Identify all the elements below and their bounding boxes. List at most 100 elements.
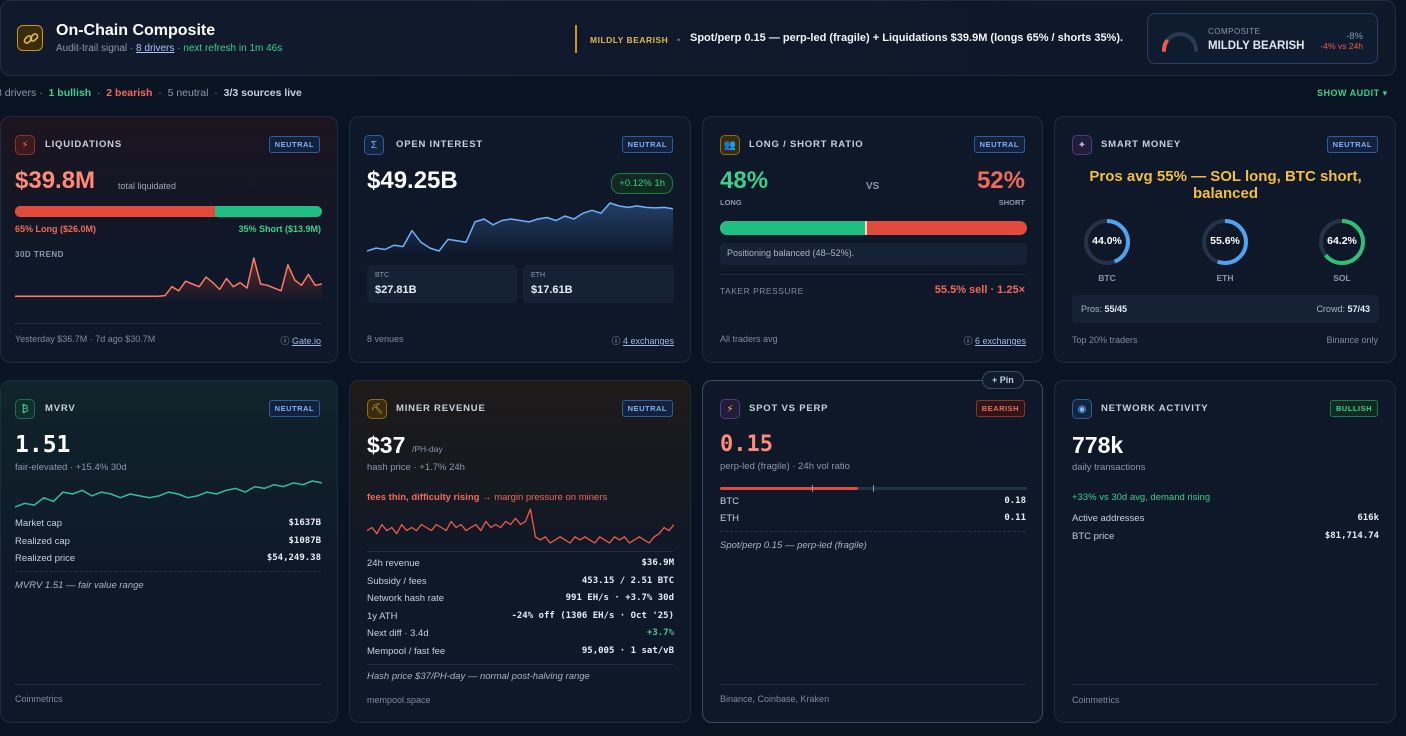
bar-tick [873, 485, 874, 492]
stat-label: Subsidy / fees [367, 575, 427, 587]
stat-row: Mempool / fast fee 95,005 · 1 sat/vB [367, 646, 674, 657]
status-badge: NEUTRAL [268, 400, 320, 417]
composite-gauge [1162, 32, 1198, 52]
miner-warning: fees thin, difficulty rising → margin pr… [367, 492, 608, 503]
stat-value: $36.9M [641, 558, 674, 568]
card-divider [15, 323, 321, 324]
stat-label: Next diff · 3.4d [367, 628, 429, 639]
people-icon: 👥 [720, 135, 740, 155]
composite-score-box[interactable]: COMPOSITE MILDLY BEARISH -8% -4% vs 24h [1147, 13, 1378, 64]
ring-eth: 55.6% ETH [1200, 217, 1250, 289]
stat-value: 616k [1357, 513, 1379, 523]
btc-oi-box: BTC $27.81B [367, 265, 517, 303]
source-link[interactable]: ⓘ Gate.io [280, 336, 321, 346]
short-label: SHORT [998, 198, 1025, 207]
card-source: Binance only [1326, 335, 1378, 345]
stat-value: -24% off (1306 EH/s · Oct '25) [511, 610, 674, 621]
card-footer: mempool.space [367, 695, 431, 705]
stat-label: 24h revenue [367, 558, 420, 569]
mvrv-value: 1.51 [15, 432, 71, 458]
series-line [367, 202, 673, 252]
balance-note: Positioning balanced (48–52%). [727, 248, 855, 258]
pin-button[interactable]: + Pin [982, 371, 1024, 389]
spot-perp-bar [720, 485, 1027, 492]
ring-value: 64.2% [1327, 235, 1357, 247]
spot-perp-value: 0.15 [720, 432, 773, 457]
stat-label: BTC [720, 496, 739, 507]
card-footer: Yesterday $36.7M · 7d ago $30.7M [15, 334, 156, 344]
network-activity-card[interactable]: ◉ NETWORK ACTIVITY BULLISH 778k daily tr… [1054, 380, 1396, 723]
signal-message: Spot/perp 0.15 — perp-led (fragile) + Li… [690, 32, 1124, 44]
long-bar-fill [15, 206, 215, 217]
smart-money-card[interactable]: ✦ SMART MONEY NEUTRAL Pros avg 55% — SOL… [1054, 116, 1396, 363]
card-divider [367, 664, 674, 665]
network-highlight: +33% vs 30d avg, demand rising [1072, 492, 1211, 503]
composite-label: COMPOSITE [1208, 27, 1261, 36]
drivers-count: 8 drivers · [0, 87, 43, 99]
ring-value: 44.0% [1092, 235, 1122, 247]
stat-row: Next diff · 3.4d +3.7% [367, 628, 674, 639]
composite-header: On-Chain Composite Audit-trail signal · … [0, 0, 1396, 76]
hash-price-value: $37 [367, 432, 406, 458]
stat-value: $1637B [288, 518, 321, 528]
ring-gauge [1319, 219, 1365, 265]
card-title: MINER REVENUE [396, 403, 486, 414]
card-divider [720, 684, 1026, 685]
ring-gauge [1084, 219, 1130, 265]
spot-perp-fill [720, 487, 859, 490]
composite-percent: -8% [1346, 31, 1363, 42]
eth-oi-label: ETH [531, 272, 545, 279]
hash-price-chart [367, 508, 674, 544]
long-label: 65% Long ($26.0M) [15, 224, 97, 234]
card-title: NETWORK ACTIVITY [1101, 403, 1209, 414]
liquidations-value-sub: total liquidated [118, 181, 177, 191]
short-value: 52% [976, 167, 1025, 194]
card-footer: 8 venues [367, 334, 404, 344]
status-badge: NEUTRAL [268, 136, 320, 153]
ring-sol: 64.2% SOL [1317, 217, 1367, 289]
btc-oi-label: BTC [375, 272, 389, 279]
source-link[interactable]: ⓘ 4 exchanges [611, 336, 674, 346]
sparkle-icon: ✦ [1072, 135, 1092, 155]
spot-perp-note: Spot/perp 0.15 — perp-led (fragile) [720, 540, 867, 551]
series-area [15, 258, 322, 301]
card-footer: Top 20% traders [1072, 335, 1138, 345]
card-footer: All traders avg [720, 334, 778, 344]
show-audit-button[interactable]: SHOW AUDIT ▾ [1317, 88, 1388, 98]
bearish-count: 2 bearish [106, 87, 153, 99]
stat-label: Realized cap [15, 535, 70, 547]
crowd-split: Crowd: 57/43 [1316, 304, 1370, 314]
spot-perp-card[interactable]: ⚡ SPOT VS PERP BEARISH 0.15 perp-led (fr… [702, 380, 1043, 723]
card-title: MVRV [45, 403, 76, 414]
short-label: 35% Short ($13.9M) [238, 224, 321, 234]
long-short-bar [720, 221, 1027, 235]
mvrv-card[interactable]: ₿ MVRV NEUTRAL 1.51 fair-elevated · +15.… [0, 380, 338, 723]
hash-price-sub: hash price · +1.7% 24h [367, 462, 465, 473]
stat-label: BTC price [1072, 531, 1115, 542]
long-short-card[interactable]: 👥 LONG / SHORT RATIO NEUTRAL 48% VS 52% … [702, 116, 1043, 363]
liquidations-card[interactable]: ⚡ LIQUIDATIONS NEUTRAL $39.8M total liqu… [0, 116, 338, 363]
lightning-icon: ⚡ [720, 399, 740, 419]
stat-row: Network hash rate 991 EH/s · +3.7% 30d [367, 593, 674, 604]
card-divider [720, 274, 1026, 275]
series-line [15, 257, 322, 298]
bar-tick [812, 485, 813, 492]
open-interest-card[interactable]: Σ OPEN INTEREST NEUTRAL $49.25B +0.12% 1… [349, 116, 691, 363]
series-line [367, 508, 674, 544]
stat-label: Market cap [15, 518, 62, 529]
mvrv-sub: fair-elevated · +15.4% 30d [15, 462, 127, 473]
eth-oi-value: $17.61B [531, 284, 573, 296]
card-title: SPOT VS PERP [749, 403, 829, 414]
stat-row: BTC price $81,714.74 [1072, 531, 1379, 542]
source-link[interactable]: ⓘ 6 exchanges [963, 336, 1026, 346]
stat-row: Market cap $1637B [15, 518, 321, 529]
card-title: OPEN INTEREST [396, 139, 483, 150]
ring-label: BTC [1098, 273, 1116, 283]
miner-revenue-card[interactable]: ⛏ MINER REVENUE NEUTRAL $37 /PH-day hash… [349, 380, 691, 723]
status-badge: BULLISH [1330, 400, 1378, 417]
drivers-link[interactable]: 8 drivers [136, 43, 175, 54]
sources-live: 3/3 sources live [223, 87, 302, 99]
signal-divider [575, 25, 577, 53]
stat-label: 1y ATH [367, 610, 398, 622]
neutral-count: 5 neutral [167, 87, 209, 99]
